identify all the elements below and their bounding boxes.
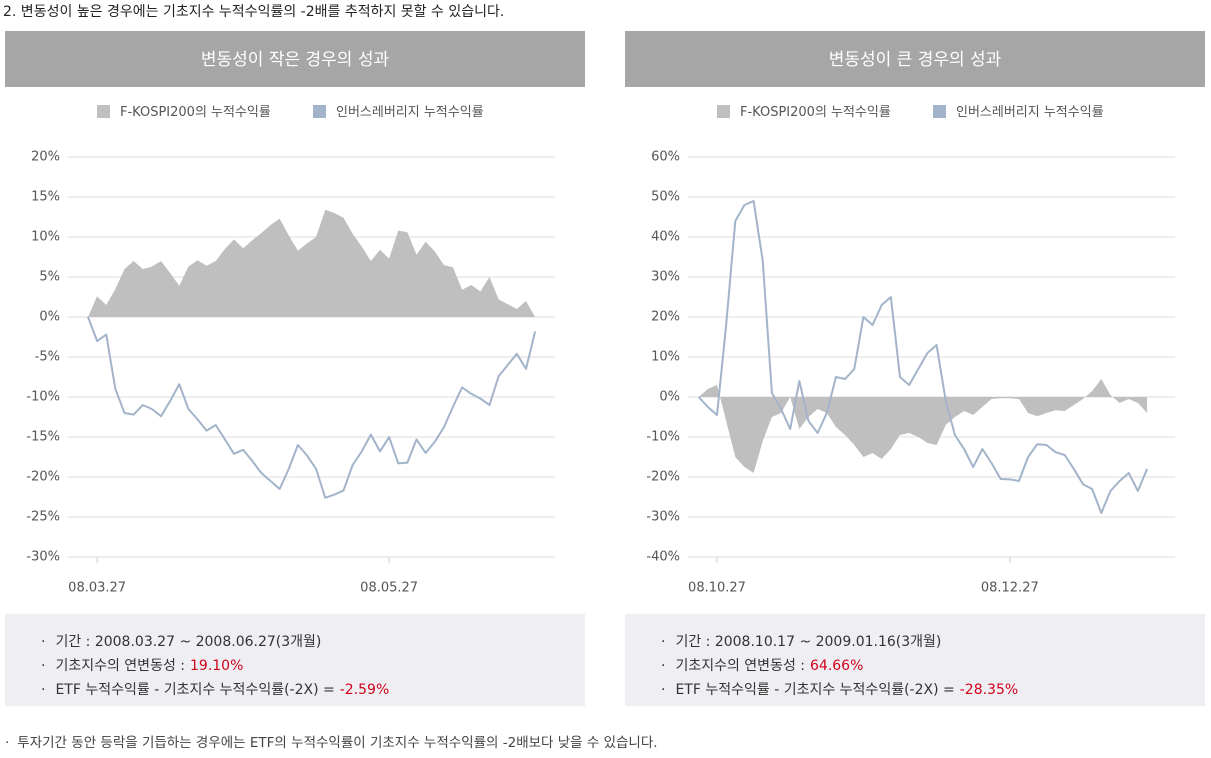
y-tick-label: -20% [26, 470, 60, 485]
y-tick-label: 20% [651, 310, 680, 325]
y-tick-label: -30% [26, 550, 60, 565]
legend-swatch [717, 105, 730, 118]
legend-label: 인버스레버리지 누적수익률 [336, 105, 484, 120]
header-bar [5, 31, 585, 87]
y-tick-label: 15% [31, 190, 60, 205]
note-value: 64.66% [810, 658, 864, 674]
note-text: ETF 누적수익률 - 기초지수 누적수익률(-2X) = [55, 682, 335, 698]
line [87, 316, 537, 499]
y-tick-label: -10% [646, 430, 680, 445]
y-tick-label: 10% [651, 350, 680, 365]
legend-label: F-KOSPI200의 누적수익률 [740, 105, 891, 120]
notes-box: 기간 : 2008.03.27 ~ 2008.06.27(3개월) 기초지수의 연… [5, 614, 585, 706]
y-tick-label: 50% [651, 190, 680, 205]
note-text: 기초지수의 연변동성 : [55, 658, 185, 674]
y-tick-label: 30% [651, 270, 680, 285]
heading: 2. 변동성이 높은 경우에는 기초지수 누적수익률의 -2배를 추적하지 못할… [3, 4, 505, 20]
x-tick-label: 08.12.27 [981, 581, 1039, 596]
x-tick-label: 08.03.27 [68, 581, 126, 596]
note-value: 19.10% [190, 658, 244, 674]
note-value: -2.59% [339, 682, 390, 698]
y-tick-label: 10% [31, 230, 60, 245]
y-tick-label: 60% [651, 150, 680, 165]
y-tick-label: -25% [26, 510, 60, 525]
y-tick-label: -15% [26, 430, 60, 445]
y-tick-label: 0% [659, 390, 680, 405]
y-tick-label: -5% [35, 350, 60, 365]
note: ETF 누적수익률 - 기초지수 누적수익률(-2X) =-2.59% [41, 678, 585, 702]
legend-label: 인버스레버리지 누적수익률 [956, 105, 1104, 120]
y-tick-label: -30% [646, 510, 680, 525]
y-tick-label: 5% [39, 270, 60, 285]
legend-swatch [97, 105, 110, 118]
y-tick-label: -10% [26, 390, 60, 405]
note: ETF 누적수익률 - 기초지수 누적수익률(-2X) =-28.35% [661, 678, 1205, 702]
note: 기초지수의 연변동성 : 64.66% [661, 654, 1205, 678]
note: 기간 : 2008.03.27 ~ 2008.06.27(3개월) [41, 630, 585, 654]
legend-label: F-KOSPI200의 누적수익률 [120, 105, 271, 120]
note-value: -28.35% [959, 682, 1019, 698]
chart: 변동성이 큰 경우의 성과 F-KOSPI200의 누적수익률 인버스레버리지 누적… [625, 31, 1205, 596]
line [697, 200, 1148, 514]
y-tick-label: -20% [646, 470, 680, 485]
note: 기초지수의 연변동성 : 19.10% [41, 654, 585, 678]
note-text: 기초지수의 연변동성 : [675, 658, 805, 674]
notes-box: 기간 : 2008.10.17 ~ 2009.01.16(3개월) 기초지수의 연… [625, 614, 1205, 706]
x-tick-label: 08.05.27 [360, 581, 418, 596]
chart-title: 변동성이 작은 경우의 성과 [201, 50, 390, 70]
footnote: 투자기간 동안 등락을 기듭하는 경우에는 ETF의 누적수익률이 기초지수 누… [5, 731, 657, 751]
y-tick-label: 40% [651, 230, 680, 245]
legend-swatch [313, 105, 326, 118]
note-text: 기간 : 2008.10.17 ~ 2009.01.16(3개월) [675, 634, 942, 650]
legend-swatch [933, 105, 946, 118]
y-tick-label: 20% [31, 150, 60, 165]
note-text: 기간 : 2008.03.27 ~ 2008.06.27(3개월) [55, 634, 322, 650]
note: 기간 : 2008.10.17 ~ 2009.01.16(3개월) [661, 630, 1205, 654]
chart-title: 변동성이 큰 경우의 성과 [829, 50, 1002, 70]
area [88, 209, 536, 317]
x-tick-label: 08.10.27 [688, 581, 746, 596]
header-bar [625, 31, 1205, 87]
area [698, 379, 1148, 473]
y-tick-label: 0% [39, 310, 60, 325]
note-text: ETF 누적수익률 - 기초지수 누적수익률(-2X) = [675, 682, 955, 698]
chart: 변동성이 작은 경우의 성과 F-KOSPI200의 누적수익률 인버스레버리지 누… [5, 31, 585, 596]
y-tick-label: -40% [646, 550, 680, 565]
